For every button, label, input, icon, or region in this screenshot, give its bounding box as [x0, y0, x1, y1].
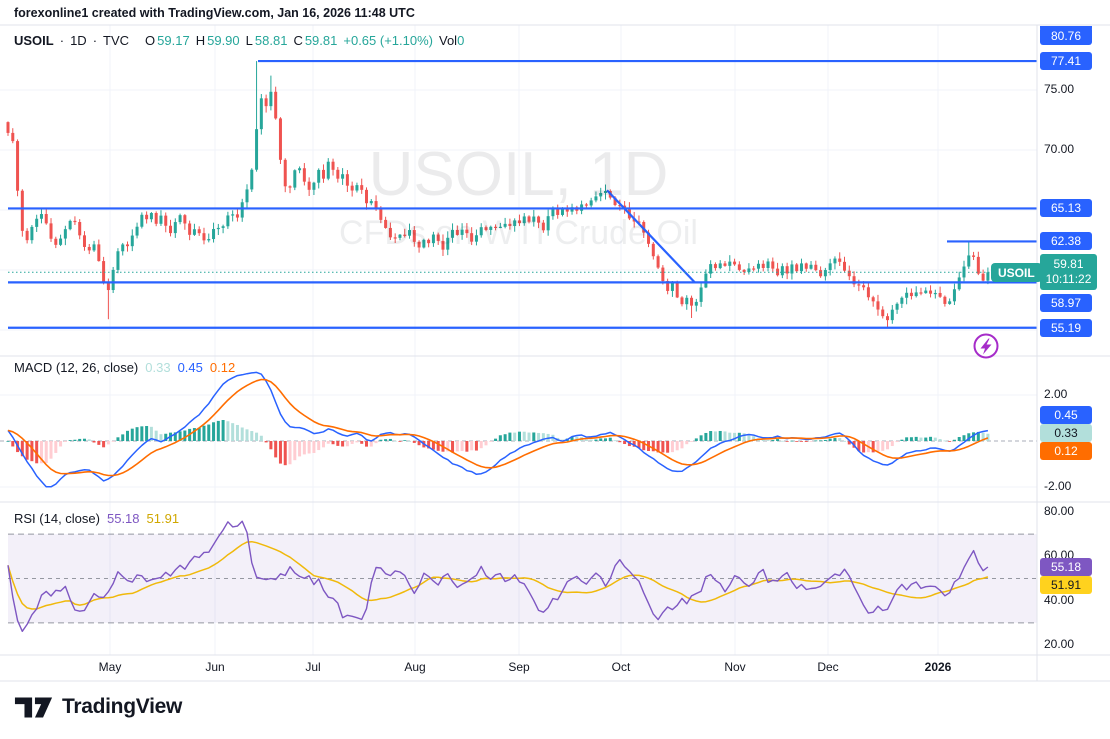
tradingview-logo[interactable]: TradingView — [14, 694, 182, 720]
time-axis-label: May — [98, 660, 122, 674]
price-level-lines — [8, 59, 1037, 329]
macd-badge: 0.45 — [1040, 406, 1092, 425]
axis-tick-label: 80.00 — [1044, 504, 1075, 518]
legend-separator: · — [92, 33, 98, 48]
macd-line-value: 0.45 — [177, 360, 203, 375]
interval-label[interactable]: 1D — [70, 33, 87, 48]
boost-lightning-button[interactable] — [970, 330, 1004, 364]
macd-signal-value: 0.12 — [209, 360, 236, 375]
macd-signal-line — [7, 378, 989, 477]
rsi-ma-value: 51.91 — [146, 511, 180, 526]
time-axis-label: Sep — [508, 660, 530, 674]
rsi-badge: 55.18 — [1040, 558, 1092, 577]
rsi-series — [7, 520, 989, 632]
rsi-value: 55.18 — [106, 511, 140, 526]
volume-value: 0 — [457, 33, 465, 48]
rsi-legend: RSI (14, close) 55.18 51.91 — [14, 511, 179, 526]
time-axis-label: Nov — [724, 660, 746, 674]
high-label: H — [195, 33, 206, 48]
price-level-badge: 65.13 — [1040, 199, 1092, 218]
price-level-badge: 77.41 — [1040, 52, 1092, 71]
trendline[interactable] — [606, 189, 696, 284]
tradingview-logo-icon — [14, 697, 53, 718]
price-level-badge: 55.19 — [1040, 318, 1092, 337]
rsi-badge: 51.91 — [1040, 576, 1092, 595]
macd-title: MACD (12, 26, close) — [14, 360, 139, 375]
open-label: O — [145, 33, 156, 48]
current-price-badge: 59.81 10:11:22 — [1040, 254, 1097, 291]
open-value: 59.17 — [157, 33, 190, 48]
axis-tick-label: 75.00 — [1044, 82, 1075, 96]
rsi-title: RSI (14, close) — [14, 511, 100, 526]
time-axis-label: Dec — [817, 660, 839, 674]
price-level-badge: 62.38 — [1040, 232, 1092, 251]
time-axis-label: 2026 — [924, 660, 952, 674]
price-level-badge: 58.97 — [1040, 294, 1092, 313]
macd-series — [6, 371, 990, 488]
candlestick-series — [6, 61, 990, 327]
price-line-symbol-label: USOIL — [991, 263, 1042, 282]
axis-tick-label: 20.00 — [1044, 637, 1075, 651]
macd-legend: MACD (12, 26, close) 0.33 0.45 0.12 — [14, 360, 235, 375]
symbol-name[interactable]: USOIL — [14, 33, 54, 48]
time-axis-label: Jul — [305, 660, 321, 674]
time-axis-label: Jun — [205, 660, 225, 674]
low-label: L — [245, 33, 253, 48]
macd-badge: 0.33 — [1040, 424, 1092, 443]
macd-hist-value: 0.33 — [145, 360, 171, 375]
current-price-value: 59.81 — [1053, 257, 1084, 272]
macd-badge: 0.12 — [1040, 442, 1092, 461]
low-value: 58.81 — [254, 33, 288, 48]
pane-separators — [0, 24, 1110, 682]
tradingview-logo-text: TradingView — [62, 695, 183, 718]
bar-countdown: 10:11:22 — [1045, 272, 1092, 287]
axis-tick-label: 2.00 — [1044, 387, 1068, 401]
rsi-line — [7, 520, 989, 632]
attribution-text: forexonline1 created with TradingView.co… — [14, 6, 415, 20]
change-value: +0.65 (+1.10%) — [343, 33, 433, 48]
time-axis-label: Aug — [404, 660, 426, 674]
axis-tick-label: -2.00 — [1044, 479, 1072, 493]
close-label: C — [293, 33, 303, 48]
exchange-label[interactable]: TVC — [103, 33, 130, 48]
high-value: 59.90 — [207, 33, 240, 48]
lightning-bolt-icon — [980, 338, 992, 355]
time-axis-label: Oct — [611, 660, 631, 674]
price-level-badge: 80.76 — [1040, 27, 1092, 45]
volume-label: Vol — [439, 33, 458, 48]
macd-line — [7, 371, 989, 488]
close-value: 59.81 — [304, 33, 338, 48]
gridlines — [0, 25, 1037, 655]
legend-separator: · — [59, 33, 65, 48]
axis-tick-label: 70.00 — [1044, 142, 1075, 156]
axis-tick-label: 40.00 — [1044, 592, 1075, 607]
